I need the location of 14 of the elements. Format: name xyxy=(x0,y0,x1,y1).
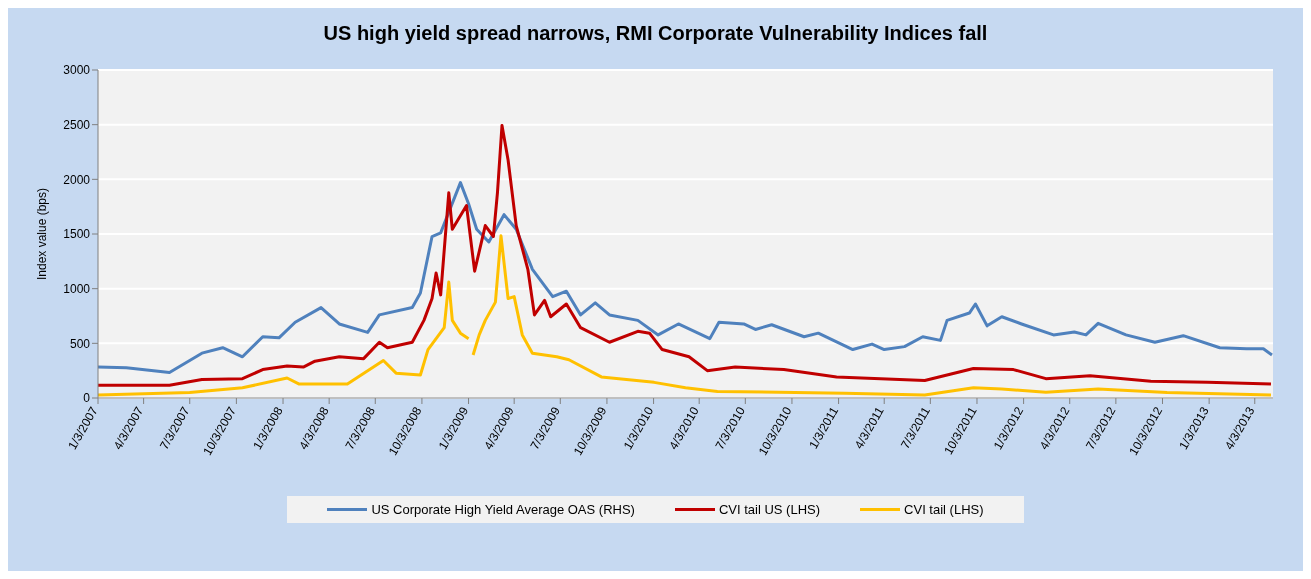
legend-label: CVI tail US (LHS) xyxy=(718,502,821,517)
y-tick-label: 1500 xyxy=(63,227,91,242)
y-tick-label: 500 xyxy=(69,336,91,351)
y-tick-label: 3000 xyxy=(63,63,91,78)
line-series xyxy=(98,123,1273,387)
y-tick-label: 2000 xyxy=(63,172,91,187)
y-tick-label: 1000 xyxy=(63,281,91,296)
y-axis-title: Index value (bps) xyxy=(35,187,50,281)
y-tick-label: 2500 xyxy=(63,117,91,132)
legend-label: CVI tail (LHS) xyxy=(904,502,984,517)
chart-title: US high yield spread narrows, RMI Corporate Vulnerability Indices fall xyxy=(322,21,989,46)
y-tick-label: 0 xyxy=(83,391,91,406)
line-series xyxy=(98,181,1273,375)
legend-label: US Corporate High Yield Average OAS (RHS) xyxy=(371,502,635,517)
